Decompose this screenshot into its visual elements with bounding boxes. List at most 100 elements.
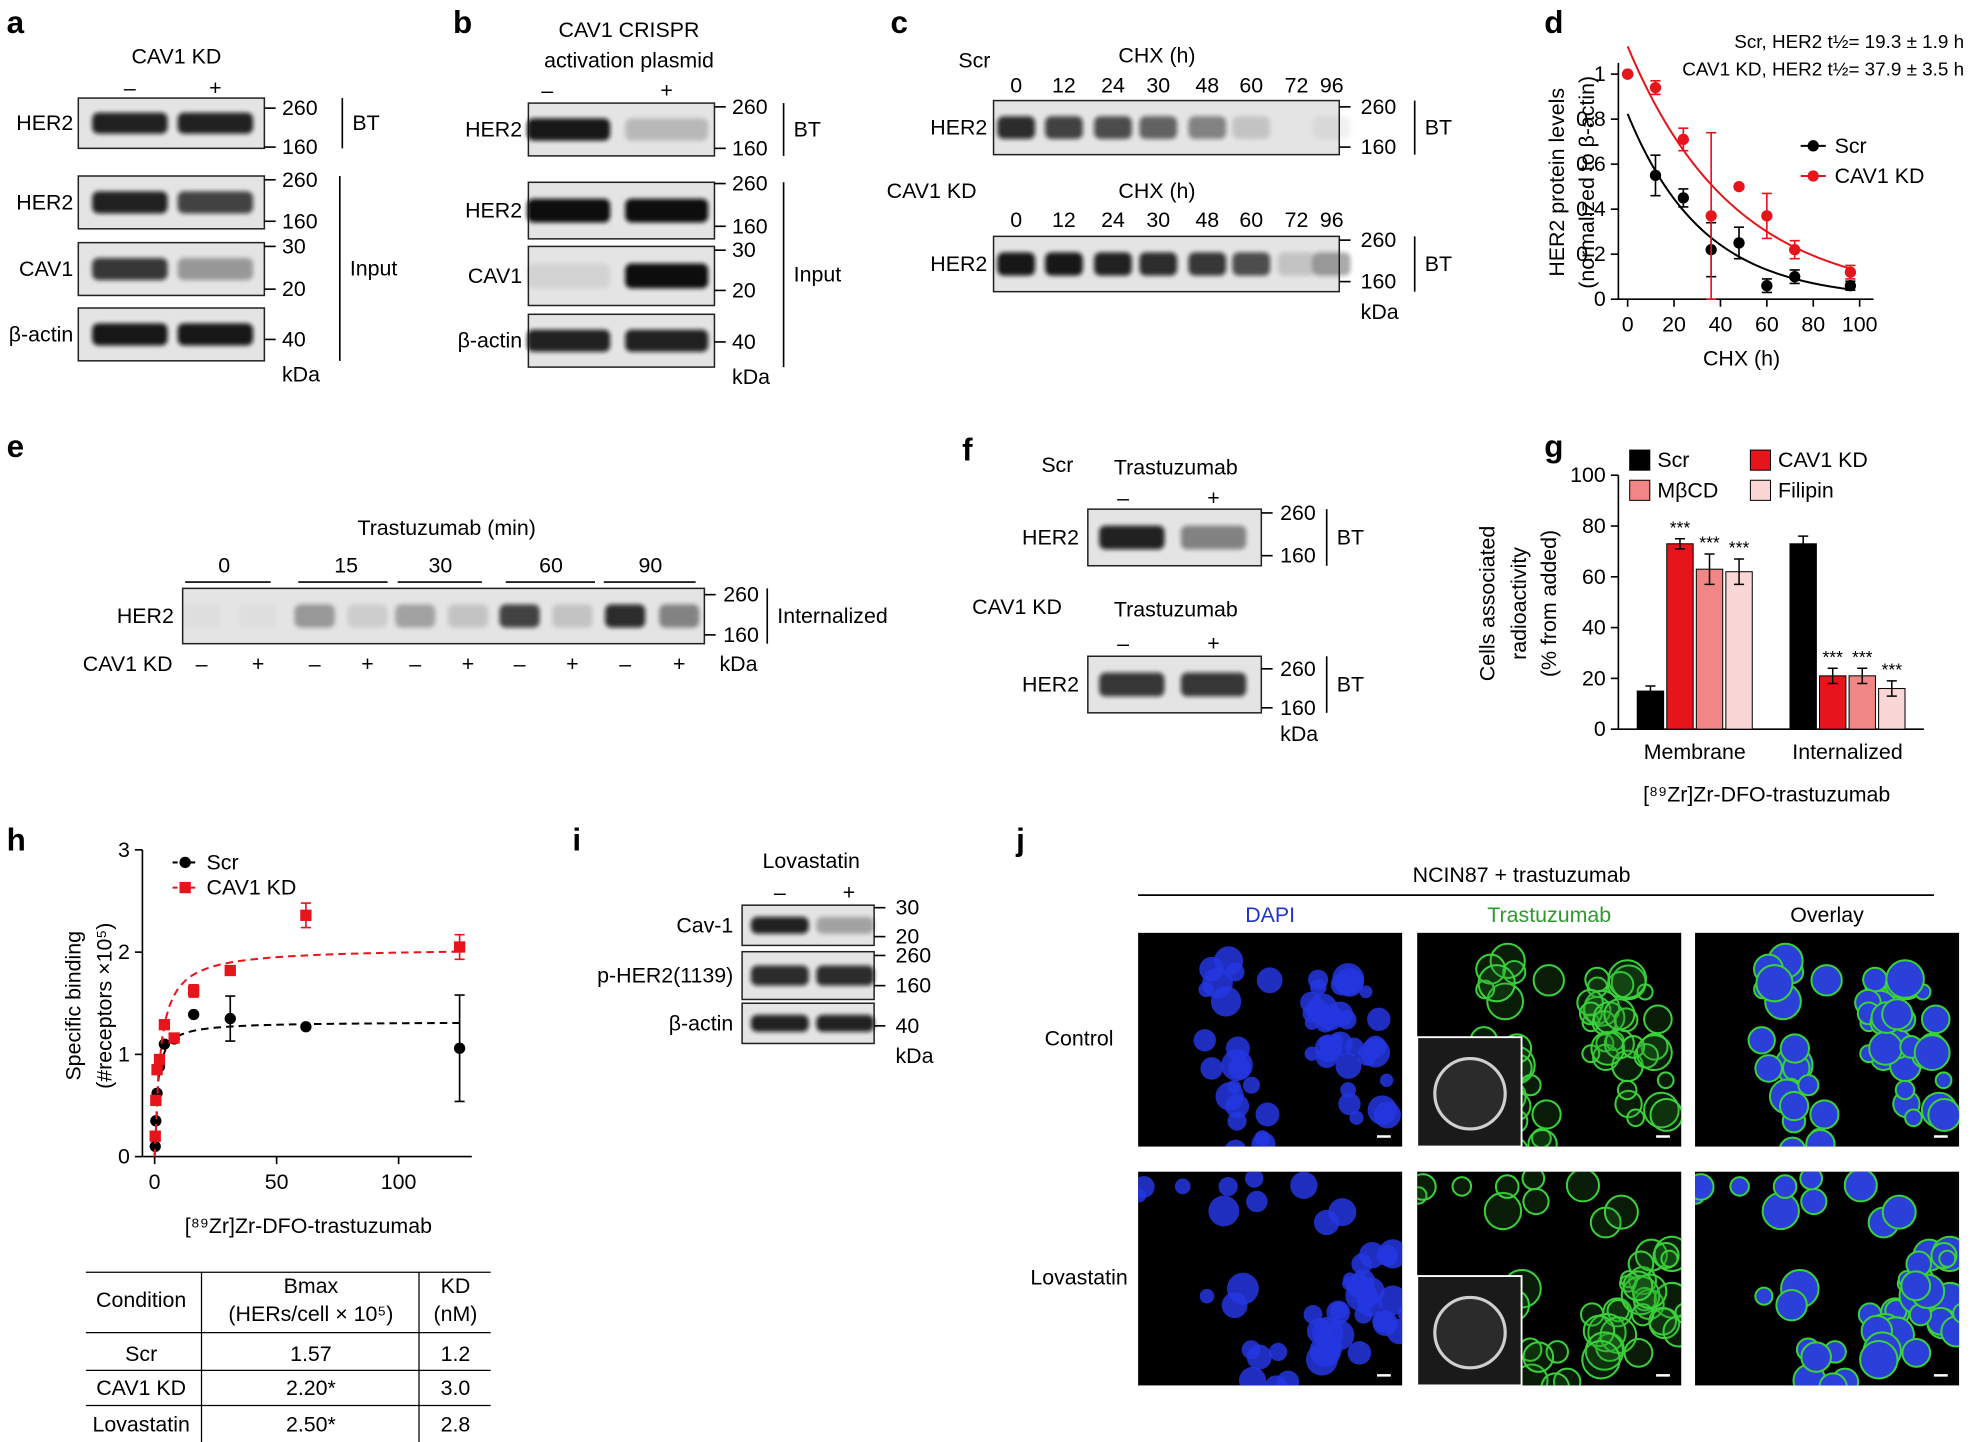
legend-marker — [179, 856, 191, 869]
table-header: (nM) — [434, 1302, 478, 1326]
panel-label: c — [890, 5, 907, 40]
cell — [1649, 1098, 1682, 1132]
blot-header: CAV1 CRISPR — [559, 18, 700, 42]
cell — [1202, 967, 1233, 999]
blot-band — [181, 604, 221, 627]
legend-label: MβCD — [1657, 478, 1718, 502]
point — [168, 1032, 180, 1044]
blot-band — [750, 965, 809, 986]
panel-label: b — [453, 5, 472, 40]
unit-label: kDa — [719, 652, 757, 676]
lane-label: + — [209, 76, 221, 100]
micrograph-content — [1193, 946, 1401, 1147]
cell — [1245, 1171, 1264, 1188]
row-label: β-actin — [669, 1011, 734, 1035]
lane-label: 0 — [1010, 208, 1022, 232]
blot-band — [1312, 116, 1351, 139]
blot-band — [92, 257, 168, 281]
cell — [1451, 1176, 1473, 1197]
y-axis-label: Cells associated — [1476, 526, 1500, 682]
table-header: Bmax — [284, 1274, 339, 1298]
blot-band — [177, 191, 254, 214]
marker-label: 260 — [895, 943, 931, 967]
blot-band — [499, 604, 540, 628]
legend-marker — [1807, 170, 1819, 182]
cell — [1305, 1343, 1338, 1376]
group-label: Internalized — [777, 604, 887, 628]
group-label: BT — [1337, 673, 1364, 697]
lane-label: 24 — [1101, 208, 1125, 232]
cell — [1531, 1127, 1552, 1147]
y-axis-label: HER2 protein levels — [1545, 88, 1569, 277]
cell — [1607, 959, 1648, 999]
blot-band — [92, 323, 168, 346]
cell — [1862, 966, 1888, 993]
cell — [1527, 1128, 1558, 1147]
lane-label: + — [1207, 486, 1219, 510]
y-axis-label: radioactivity — [1507, 547, 1531, 660]
y-tick-label: 2 — [118, 940, 130, 964]
lane-label: – — [774, 881, 786, 905]
lane-label: 48 — [1195, 73, 1219, 97]
cell — [1643, 1091, 1680, 1129]
point — [1761, 280, 1773, 292]
point — [1733, 181, 1745, 193]
lane-label: + — [252, 652, 264, 676]
cell — [1622, 1270, 1654, 1302]
lane-label: – — [309, 652, 321, 676]
cell — [1255, 1102, 1280, 1127]
marker-label: 160 — [895, 974, 931, 998]
x-tick-label: 20 — [1662, 312, 1686, 336]
table-cell: 1.2 — [441, 1342, 471, 1366]
marker-label: 260 — [1361, 228, 1397, 252]
cell — [1345, 1037, 1364, 1057]
lane-label: – — [124, 76, 136, 100]
unit-label: kDa — [1361, 300, 1399, 324]
cell — [1522, 1341, 1555, 1373]
unit-label: kDa — [895, 1044, 933, 1068]
time-label: 15 — [334, 554, 358, 578]
cell — [1228, 1056, 1251, 1080]
significance-label: *** — [1729, 538, 1750, 558]
point — [1844, 266, 1857, 278]
cell — [1351, 1253, 1373, 1275]
cell — [1859, 1340, 1899, 1380]
cell — [1881, 1194, 1917, 1230]
marker-label: 40 — [732, 330, 756, 354]
cell — [1174, 1178, 1191, 1195]
blot-band — [552, 604, 593, 628]
point — [300, 1021, 312, 1033]
point — [1649, 169, 1662, 182]
lane-label: + — [462, 652, 474, 676]
cell — [1913, 1034, 1951, 1072]
point — [1789, 244, 1801, 256]
cell — [1626, 1108, 1645, 1128]
marker-label: 260 — [282, 168, 318, 192]
micrograph-content — [1469, 942, 1682, 1147]
y-tick-label: 20 — [1582, 666, 1606, 690]
cell — [1581, 1340, 1621, 1380]
row-label: p-HER2(1139) — [597, 964, 733, 988]
blot-band — [1232, 252, 1271, 276]
cell — [1225, 1139, 1246, 1147]
cell — [1359, 985, 1373, 999]
point — [1733, 237, 1745, 249]
cell — [1623, 1337, 1654, 1368]
legend-label: CAV1 KD — [1835, 164, 1925, 188]
panel-label: e — [7, 429, 24, 464]
blot-band — [816, 916, 875, 934]
blot-band — [447, 604, 489, 628]
cell — [1218, 1176, 1238, 1197]
marker-label: 160 — [1361, 270, 1397, 294]
panel-label: d — [1544, 5, 1563, 40]
cell — [1800, 1341, 1832, 1373]
lane-label: 96 — [1320, 208, 1344, 232]
blot-band — [625, 263, 709, 289]
cell — [1335, 1052, 1362, 1079]
significance-label: *** — [1822, 647, 1843, 667]
cell — [1779, 1033, 1810, 1064]
point — [158, 1019, 171, 1031]
cell — [1621, 1035, 1646, 1059]
cell — [1486, 982, 1525, 1021]
lane-label: – — [541, 79, 553, 103]
